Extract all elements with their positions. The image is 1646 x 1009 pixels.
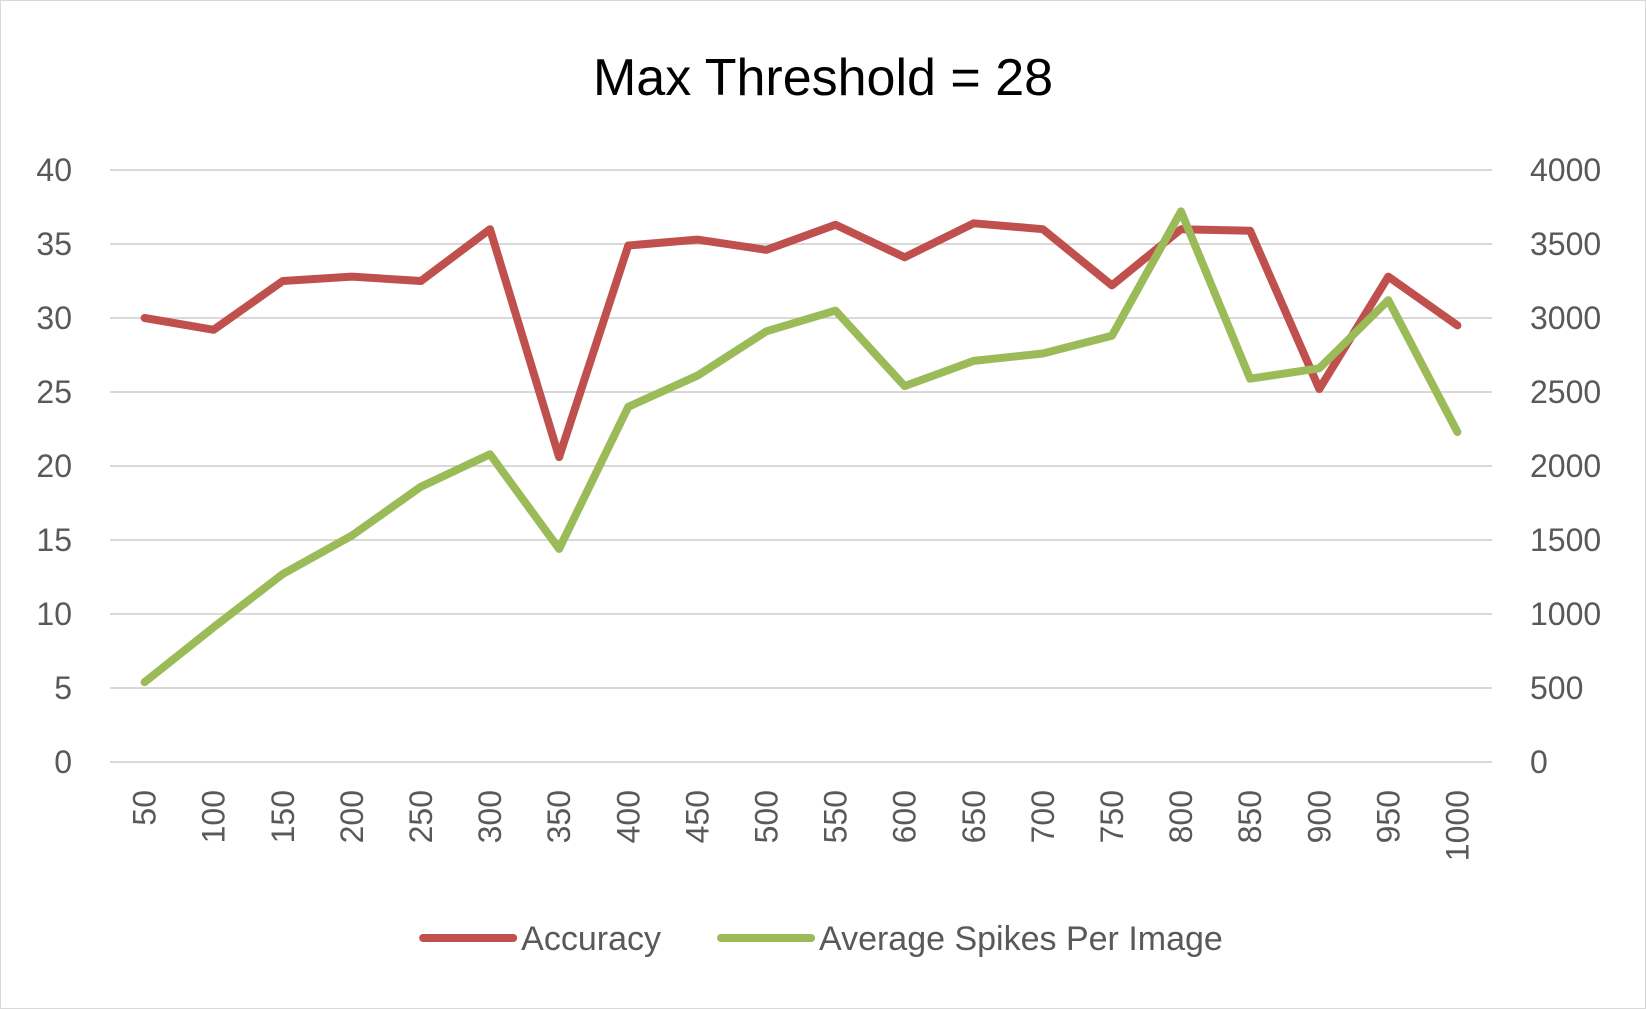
x-axis-tick-label: 100: [196, 790, 232, 843]
x-axis-tick-label: 150: [265, 790, 301, 843]
x-axis-tick-label: 750: [1094, 790, 1130, 843]
x-axis-tick-label: 50: [127, 790, 163, 826]
x-axis-tick-label: 550: [818, 790, 854, 843]
left-axis-ticks: 0 5 10 15 20 25 30 35 40: [36, 152, 72, 780]
x-axis-tick-label: 200: [334, 790, 370, 843]
x-axis-tick-label: 350: [541, 790, 577, 843]
x-axis-tick-label: 900: [1301, 790, 1337, 843]
x-axis-tick-label: 500: [748, 790, 784, 843]
left-axis-tick-label: 20: [36, 448, 72, 484]
right-axis-tick-label: 1000: [1530, 596, 1601, 632]
x-axis-tick-label: 600: [887, 790, 923, 843]
x-axis-tick-label: 1000: [1439, 790, 1475, 861]
x-axis-tick-label: 250: [403, 790, 439, 843]
left-axis-tick-label: 5: [54, 670, 72, 706]
x-axis-tick-label: 450: [679, 790, 715, 843]
legend-label-accuracy: Accuracy: [521, 920, 661, 958]
x-axis-tick-label: 800: [1163, 790, 1199, 843]
right-axis-tick-label: 3000: [1530, 300, 1601, 336]
left-axis-tick-label: 25: [36, 374, 72, 410]
right-axis-tick-label: 4000: [1530, 152, 1601, 188]
chart-title: Max Threshold = 28: [593, 49, 1053, 107]
x-axis-tick-label: 650: [956, 790, 992, 843]
left-axis-tick-label: 35: [36, 226, 72, 262]
x-axis-ticks: 50 100 150 200 250 300 350 400 450 500 550 600 650 70…: [127, 790, 1476, 861]
legend: Accuracy Average Spikes Per Image: [419, 920, 1223, 958]
right-axis-tick-label: 3500: [1530, 226, 1601, 262]
x-axis-tick-label: 700: [1025, 790, 1061, 843]
left-axis-tick-label: 10: [36, 596, 72, 632]
right-axis-tick-label: 2500: [1530, 374, 1601, 410]
left-axis-tick-label: 40: [36, 152, 72, 188]
x-axis-tick-label: 950: [1370, 790, 1406, 843]
right-axis-ticks: 0 500 1000 1500 2000 2500 3000 3500 4000: [1530, 152, 1601, 780]
left-axis-tick-label: 0: [54, 744, 72, 780]
left-axis-tick-label: 30: [36, 300, 72, 336]
left-axis-tick-label: 15: [36, 522, 72, 558]
legend-label-average-spikes-per-image: Average Spikes Per Image: [819, 920, 1223, 958]
x-axis-tick-label: 400: [610, 790, 646, 843]
x-axis-tick-label: 300: [472, 790, 508, 843]
series-line-accuracy: [140, 219, 1462, 462]
right-axis-tick-label: 0: [1530, 744, 1548, 780]
x-axis-tick-label: 850: [1232, 790, 1268, 843]
series-line-average-spikes-per-image: [140, 207, 1462, 687]
series-lines: [140, 207, 1462, 687]
right-axis-tick-label: 1500: [1530, 522, 1601, 558]
gridlines: [110, 169, 1492, 763]
right-axis-tick-label: 500: [1530, 670, 1583, 706]
right-axis-tick-label: 2000: [1530, 448, 1601, 484]
